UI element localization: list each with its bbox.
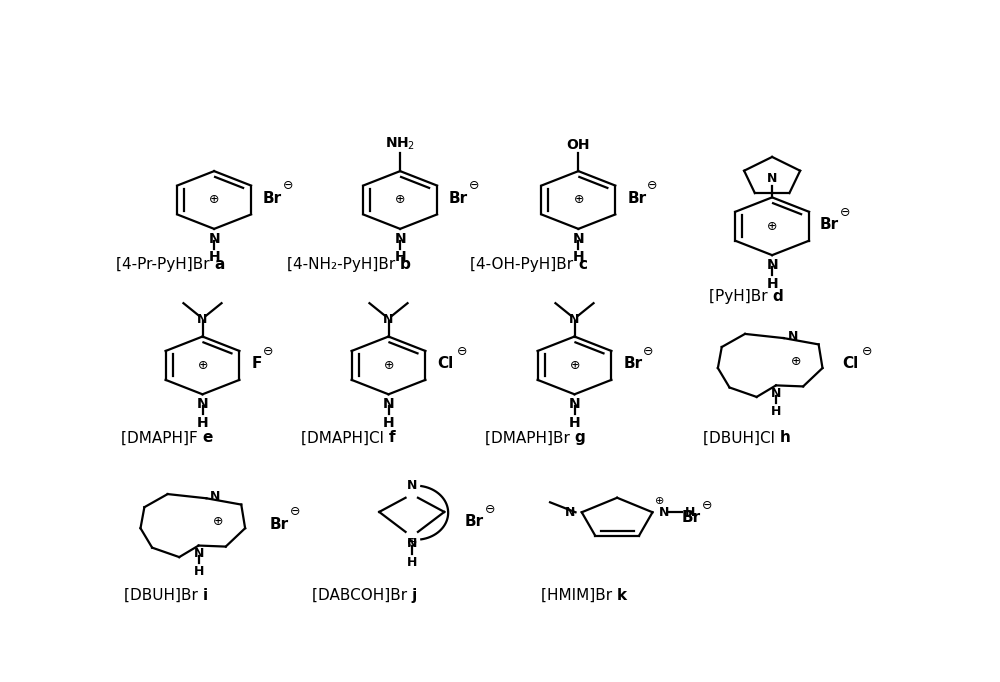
- Text: H: H: [771, 405, 781, 418]
- Text: N: N: [394, 231, 406, 246]
- Text: $\ominus$: $\ominus$: [839, 205, 850, 218]
- Text: Cl: Cl: [437, 356, 454, 371]
- Text: $\ominus$: $\ominus$: [701, 499, 712, 512]
- Text: H: H: [383, 416, 394, 430]
- Text: $\ominus$: $\ominus$: [456, 344, 468, 358]
- Text: $\oplus$: $\oplus$: [406, 536, 417, 549]
- Text: F: F: [251, 356, 262, 371]
- Text: Br: Br: [681, 510, 701, 525]
- Text: f: f: [388, 430, 395, 445]
- Text: N: N: [208, 231, 220, 246]
- Text: N: N: [788, 330, 798, 343]
- Text: $\ominus$: $\ominus$: [468, 179, 479, 192]
- Text: g: g: [574, 430, 585, 445]
- Text: H: H: [685, 506, 695, 519]
- Text: $\ominus$: $\ominus$: [642, 344, 654, 358]
- Text: N: N: [210, 490, 221, 503]
- Text: NH$_2$: NH$_2$: [385, 135, 415, 151]
- Text: $\oplus$: $\oplus$: [790, 355, 801, 368]
- Text: N: N: [383, 397, 394, 411]
- Text: N: N: [565, 506, 576, 519]
- Text: H: H: [407, 556, 417, 569]
- Text: N: N: [659, 506, 669, 519]
- Text: H: H: [394, 250, 406, 265]
- Text: [DABCOH]Br: [DABCOH]Br: [312, 588, 412, 603]
- Text: [PyH]Br: [PyH]Br: [709, 289, 772, 304]
- Text: $\ominus$: $\ominus$: [646, 179, 658, 192]
- Text: k: k: [617, 588, 627, 603]
- Text: $\oplus$: $\oplus$: [766, 220, 778, 233]
- Text: d: d: [772, 289, 783, 304]
- Text: N: N: [383, 313, 394, 326]
- Text: $\oplus$: $\oplus$: [573, 194, 584, 207]
- Text: Br: Br: [464, 514, 484, 529]
- Text: N: N: [193, 547, 204, 560]
- Text: $\oplus$: $\oplus$: [383, 359, 394, 372]
- Text: e: e: [202, 430, 213, 445]
- Text: Br: Br: [270, 516, 289, 531]
- Text: $\oplus$: $\oplus$: [208, 194, 220, 207]
- Text: $\ominus$: $\ominus$: [262, 344, 273, 358]
- Text: N: N: [407, 479, 417, 492]
- Text: N: N: [569, 397, 580, 411]
- Text: N: N: [766, 258, 778, 271]
- Text: Br: Br: [627, 191, 646, 206]
- Text: H: H: [193, 565, 204, 578]
- Text: $\oplus$: $\oplus$: [394, 194, 406, 207]
- Text: a: a: [214, 257, 224, 272]
- Text: b: b: [400, 257, 411, 272]
- Text: c: c: [578, 257, 587, 272]
- Text: j: j: [412, 588, 417, 603]
- Text: $\ominus$: $\ominus$: [861, 344, 872, 358]
- Text: [DMAPH]Br: [DMAPH]Br: [485, 430, 574, 445]
- Text: $\oplus$: $\oplus$: [569, 359, 580, 372]
- Text: [DMAPH]Cl: [DMAPH]Cl: [301, 430, 388, 445]
- Text: H: H: [569, 416, 580, 430]
- Text: N: N: [573, 231, 584, 246]
- Text: N: N: [197, 313, 208, 326]
- Text: $\oplus$: $\oplus$: [197, 359, 208, 372]
- Text: Br: Br: [819, 217, 839, 232]
- Text: h: h: [780, 430, 791, 445]
- Text: [DBUH]Cl: [DBUH]Cl: [703, 430, 780, 445]
- Text: N: N: [771, 387, 781, 400]
- Text: Br: Br: [449, 191, 468, 206]
- Text: [DMAPH]F: [DMAPH]F: [121, 430, 202, 445]
- Text: H: H: [766, 277, 778, 291]
- Text: N: N: [407, 537, 417, 550]
- Text: H: H: [208, 250, 220, 265]
- Text: H: H: [573, 250, 584, 265]
- Text: N: N: [569, 313, 580, 326]
- Text: [4-OH-PyH]Br: [4-OH-PyH]Br: [470, 257, 578, 272]
- Text: H: H: [197, 416, 208, 430]
- Text: [4-NH₂-PyH]Br: [4-NH₂-PyH]Br: [287, 257, 400, 272]
- Text: Br: Br: [263, 191, 282, 206]
- Text: OH: OH: [567, 138, 590, 151]
- Text: Cl: Cl: [842, 356, 858, 371]
- Text: i: i: [202, 588, 208, 603]
- Text: $\ominus$: $\ominus$: [282, 179, 293, 192]
- Text: $\oplus$: $\oplus$: [654, 495, 664, 506]
- Text: N: N: [197, 397, 208, 411]
- Text: $\ominus$: $\ominus$: [484, 503, 495, 516]
- Text: [4-Pr-PyH]Br: [4-Pr-PyH]Br: [116, 257, 214, 272]
- Text: [DBUH]Br: [DBUH]Br: [124, 588, 202, 603]
- Text: $\ominus$: $\ominus$: [289, 505, 300, 518]
- Text: Br: Br: [623, 356, 642, 371]
- Text: $\oplus$: $\oplus$: [212, 515, 224, 528]
- Text: N: N: [767, 172, 777, 185]
- Text: [HMIM]Br: [HMIM]Br: [541, 588, 617, 603]
